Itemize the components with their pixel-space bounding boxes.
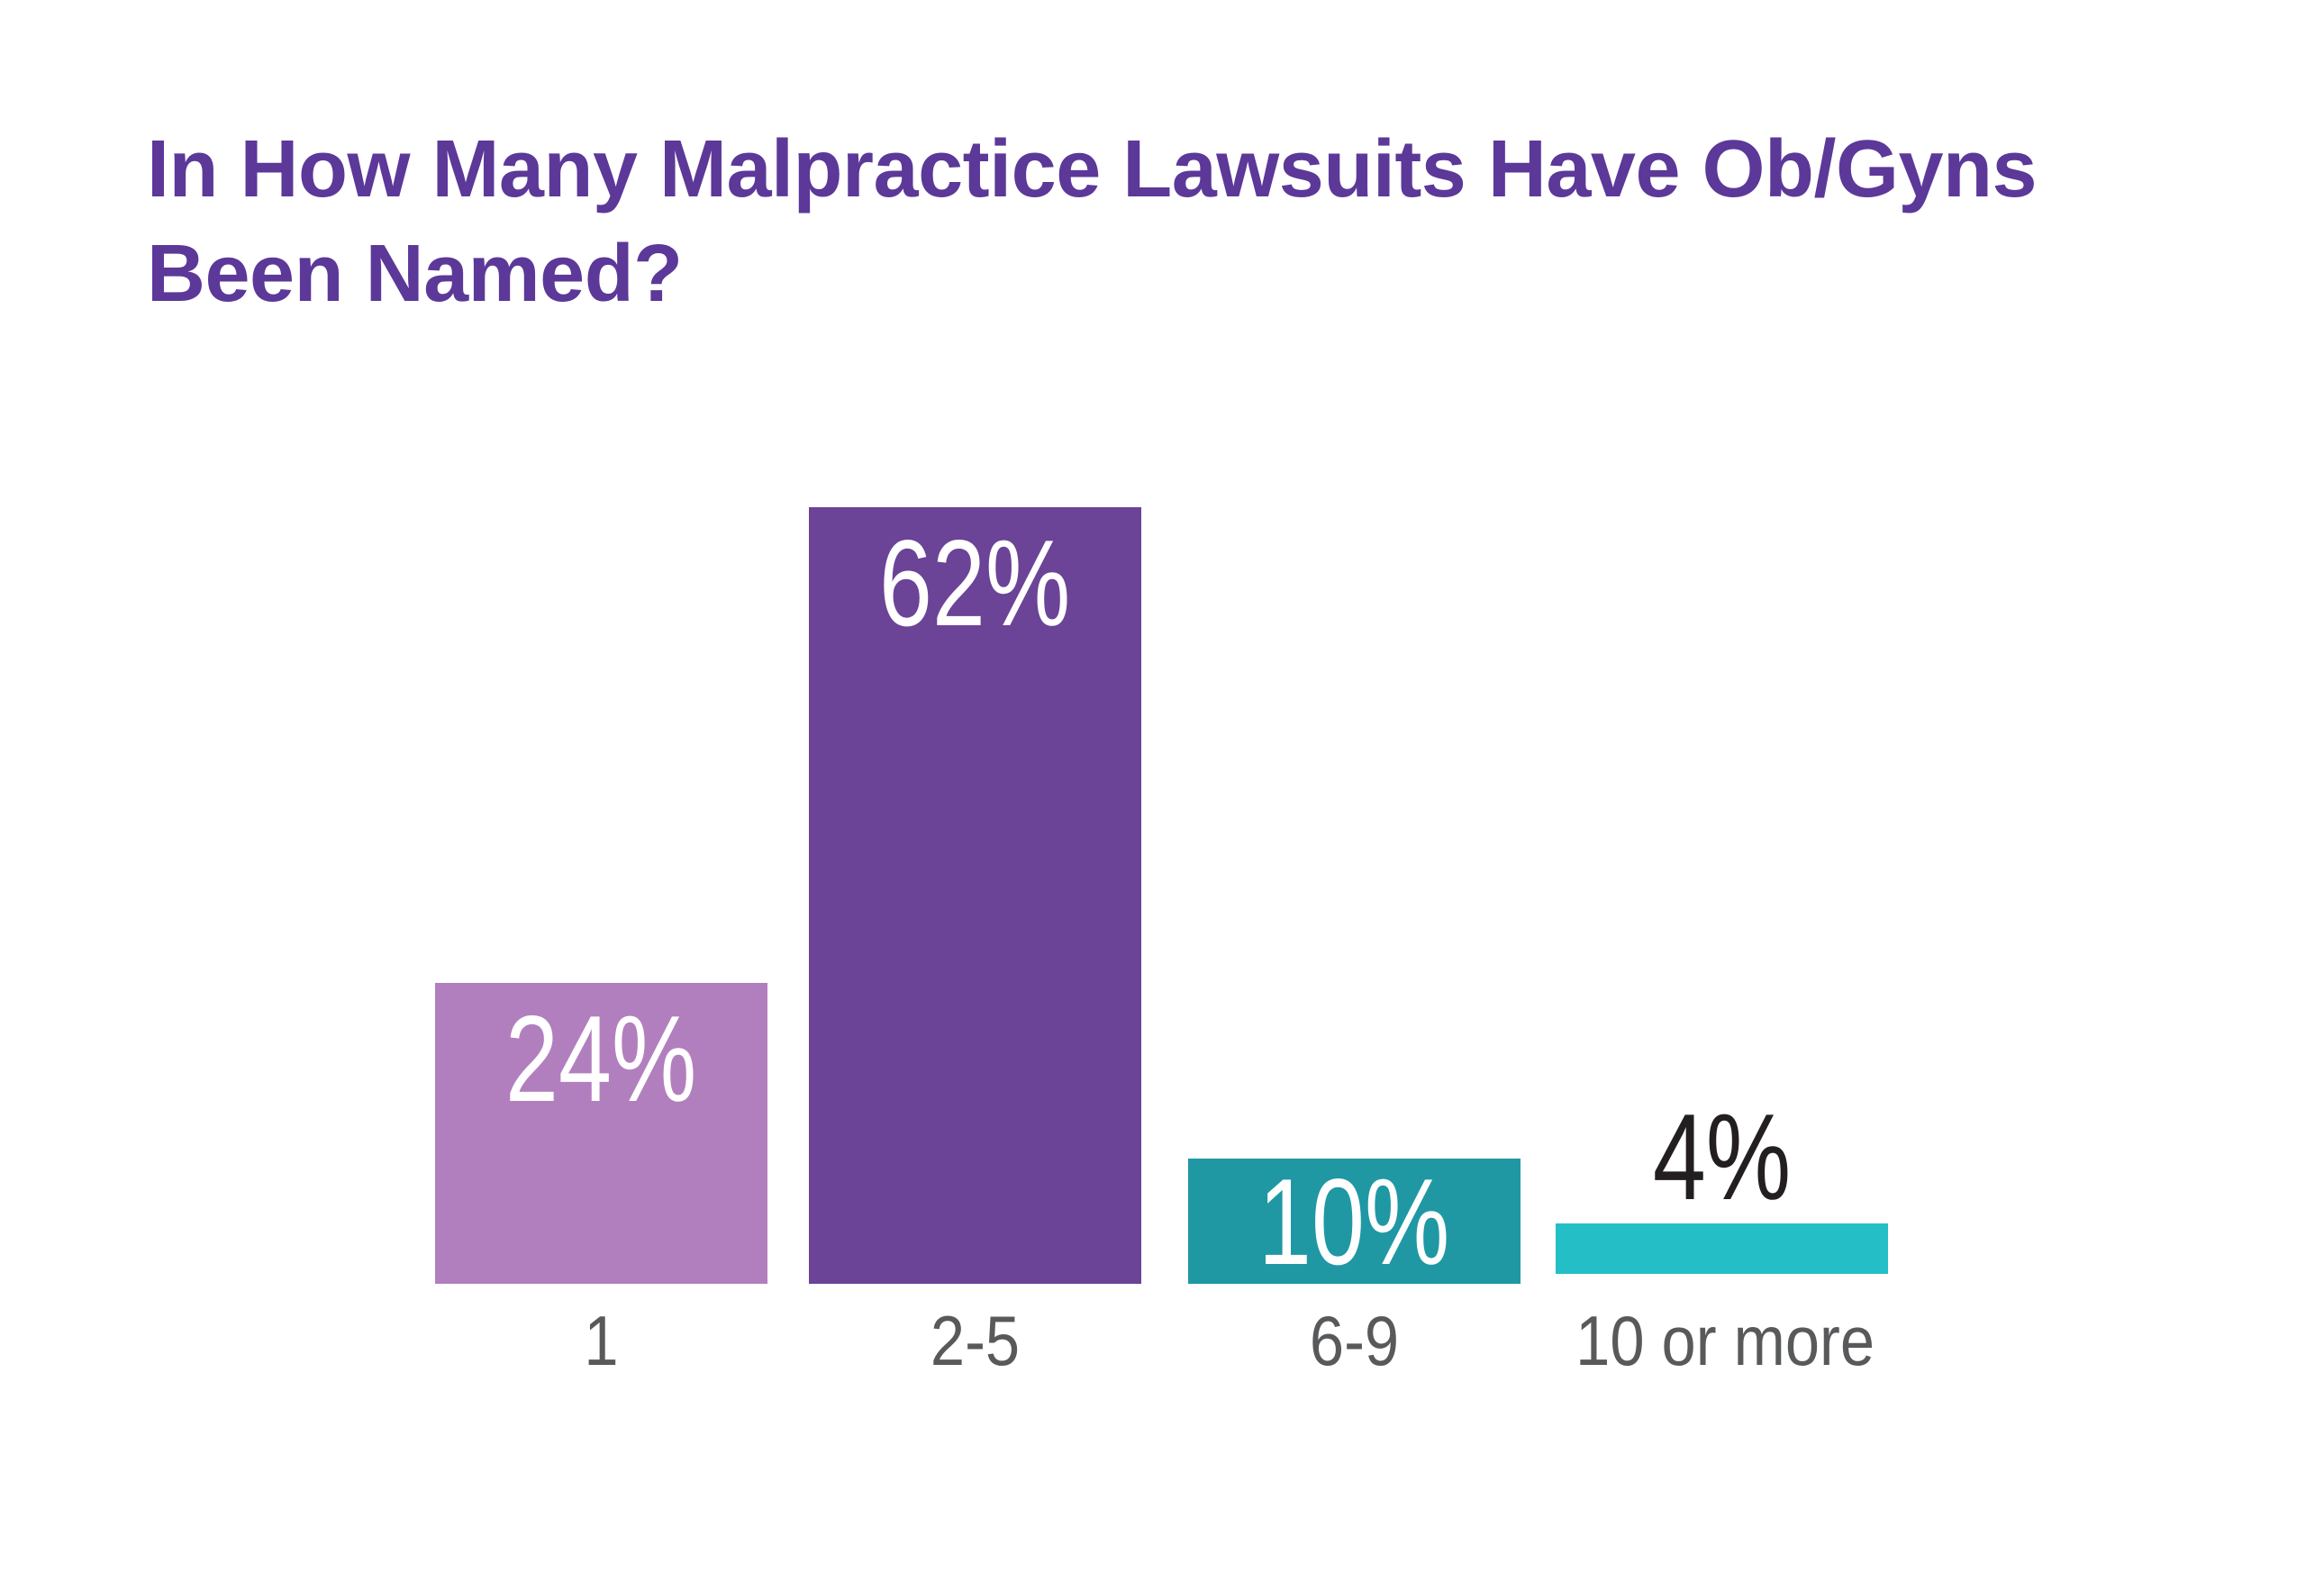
- bar-column-10-or-more: 4% 10 or more: [1556, 1096, 1888, 1376]
- x-axis-label-1: 1: [584, 1301, 619, 1380]
- chart-title-line-1: In How Many Malpractice Lawsuits Have Ob…: [147, 124, 2038, 215]
- bar-2-5: 62%: [809, 507, 1141, 1284]
- x-axis-label-6-9: 6-9: [1309, 1301, 1400, 1380]
- bar-1: 24%: [435, 983, 767, 1284]
- value-label-10-or-more: 4%: [1652, 1088, 1792, 1225]
- plot-area: 24% 1 62% 2-5 10% 6-9 4% 10 or more: [435, 507, 1888, 1376]
- value-label-2-5: 62%: [879, 514, 1071, 651]
- x-axis-label-2-5: 2-5: [930, 1301, 1021, 1380]
- bar-column-2-5: 62% 2-5: [809, 507, 1141, 1376]
- bar-10-or-more: 4%: [1556, 1096, 1888, 1274]
- bar-column-1: 24% 1: [435, 983, 767, 1376]
- value-label-6-9: 10%: [1258, 1152, 1450, 1290]
- chart-title-line-2: Been Named?: [147, 229, 683, 320]
- bar-6-9: 10%: [1188, 1159, 1521, 1284]
- chart-title: In How Many Malpractice Lawsuits Have Ob…: [147, 117, 2183, 326]
- x-axis-label-10-or-more: 10 or more: [1575, 1301, 1875, 1380]
- value-label-1: 24%: [505, 990, 697, 1127]
- bar-column-6-9: 10% 6-9: [1188, 1159, 1521, 1376]
